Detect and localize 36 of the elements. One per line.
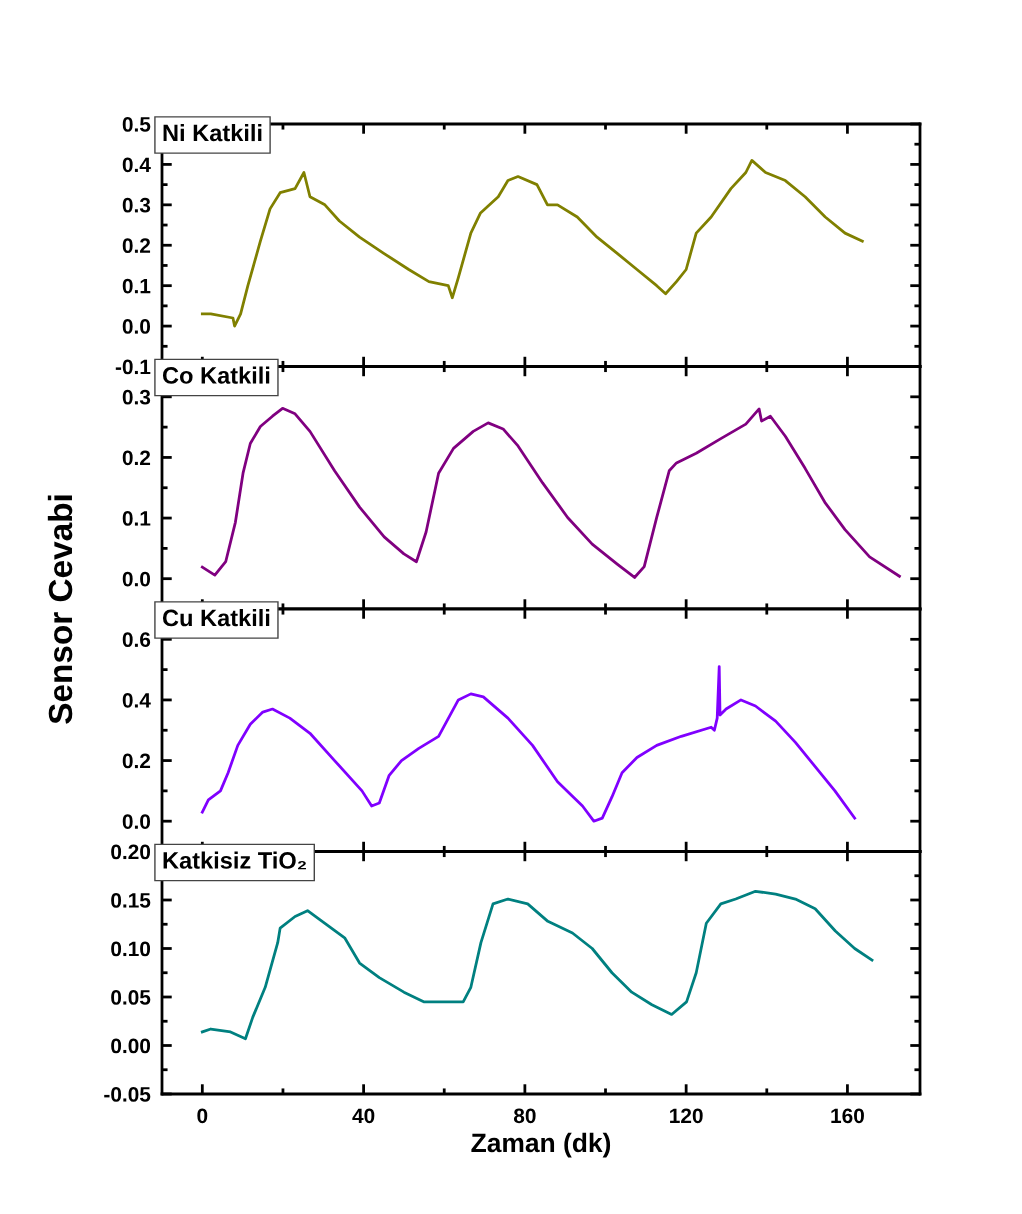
chart-title: Co Katkili: [162, 366, 270, 384]
y-axis-title: Sensor Cevabi: [47, 495, 73, 724]
y-tick-label: 0.5: [122, 117, 151, 132]
y-tick-label: 0.05: [111, 990, 151, 1005]
y-tick-label: 0.1: [122, 278, 151, 294]
line-series: [200, 158, 864, 328]
y-tick-label: 0.3: [122, 389, 151, 405]
y-tick-label: 0.0: [122, 571, 151, 587]
y-tick-label: 0.3: [122, 197, 151, 213]
y-tick-label: 0.2: [122, 238, 151, 253]
y-tick-label: 0.2: [122, 450, 151, 466]
chart-title: Katkisiz TiO₂: [163, 851, 306, 870]
chart-title: Ni Katkili: [163, 124, 262, 142]
x-tick-label: 40: [352, 1108, 375, 1124]
y-tick-label: -0.1: [115, 359, 151, 375]
chart-title: Cu Katkili: [162, 609, 270, 627]
line-series: [200, 406, 901, 579]
y-tick-label: 0.6: [122, 632, 151, 648]
y-tick-label: 0.2: [122, 753, 151, 769]
y-tick-label: 0.20: [111, 844, 151, 860]
y-tick-label: 0.0: [122, 814, 151, 829]
y-tick-label: 0.00: [111, 1038, 151, 1054]
x-tick-label: 120: [670, 1108, 703, 1124]
line-series: [200, 665, 857, 823]
y-tick-label: 0.10: [111, 941, 151, 957]
x-tick-label: 0: [197, 1108, 208, 1124]
y-tick-label: 0.0: [122, 319, 151, 334]
x-axis-title: Zaman (dk): [471, 1132, 611, 1158]
y-tick-label: 0.4: [122, 157, 151, 173]
y-tick-label: 0.15: [111, 893, 151, 908]
y-tick-label: 0.1: [122, 511, 151, 526]
line-series: [200, 889, 874, 1041]
y-tick-label: -0.05: [104, 1087, 151, 1102]
x-tick-label: 80: [513, 1108, 536, 1124]
x-tick-label: 160: [831, 1108, 864, 1124]
y-tick-label: 0.4: [122, 692, 151, 708]
